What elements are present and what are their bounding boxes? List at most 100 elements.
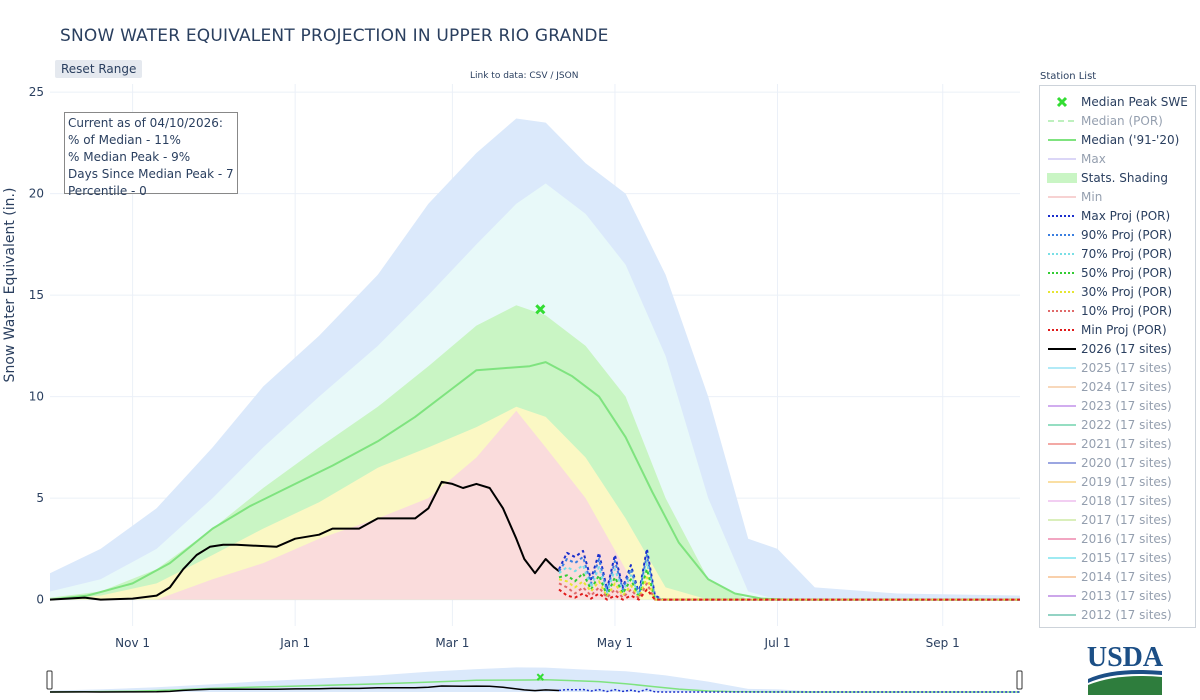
y-tick-label: 20 <box>29 187 44 201</box>
x-tick-label: Mar 1 <box>435 636 469 650</box>
legend-label: 90% Proj (POR) <box>1081 228 1173 242</box>
data-link: Link to data: CSV / JSON <box>470 71 578 81</box>
legend-swatch <box>1048 367 1076 369</box>
slider-right-handle[interactable] <box>1016 670 1023 690</box>
slider-series <box>49 685 560 693</box>
data-link-separator: / <box>547 71 557 81</box>
legend-label: Stats. Shading <box>1081 171 1169 185</box>
legend-swatch <box>1048 196 1076 198</box>
legend-label: 2021 (17 sites) <box>1081 437 1172 451</box>
legend-item[interactable]: Min Proj (POR) <box>1040 321 1195 340</box>
legend-item[interactable]: Median ('91-'20) <box>1040 131 1195 150</box>
json-link[interactable]: JSON <box>556 71 579 81</box>
legend-label: 2016 (17 sites) <box>1081 532 1172 546</box>
legend-swatch <box>1048 139 1076 141</box>
y-tick-label: 10 <box>29 390 44 404</box>
legend-swatch <box>1048 595 1076 597</box>
legend-item[interactable]: 2025 (17 sites) <box>1040 359 1195 378</box>
legend-item[interactable]: 2022 (17 sites) <box>1040 416 1195 435</box>
legend-item[interactable]: 90% Proj (POR) <box>1040 226 1195 245</box>
legend-swatch <box>1048 386 1076 388</box>
data-link-prefix: Link to data: <box>470 71 530 81</box>
legend-label: 2012 (17 sites) <box>1081 608 1172 622</box>
tick-labels: Nov 1 Jan 1 Mar 1 May 1 Jul 1 Sep 1 0 5 10 15 20 25 <box>29 85 960 650</box>
y-tick-label: 15 <box>29 288 44 302</box>
legend-item[interactable]: Max Proj (POR) <box>1040 207 1195 226</box>
legend-swatch <box>1048 329 1076 331</box>
legend-item[interactable]: Median Peak SWE <box>1040 93 1195 112</box>
legend-swatch <box>1056 96 1068 108</box>
stats-percentile: Percentile - 0 <box>68 184 147 198</box>
legend-label: 2014 (17 sites) <box>1081 570 1172 584</box>
csv-link[interactable]: CSV <box>529 71 548 81</box>
legend-item[interactable]: 2020 (17 sites) <box>1040 454 1195 473</box>
legend-item[interactable]: 30% Proj (POR) <box>1040 283 1195 302</box>
legend-swatch <box>1047 173 1077 183</box>
legend-swatch <box>1048 158 1076 160</box>
median-peak-marker <box>535 304 546 315</box>
x-tick-label: Nov 1 <box>115 636 150 650</box>
y-axis-label: Snow Water Equivalent (in.) <box>2 188 18 383</box>
legend-item[interactable]: Stats. Shading <box>1040 169 1195 188</box>
legend-label: 2017 (17 sites) <box>1081 513 1172 527</box>
stats-bands <box>50 118 1020 600</box>
legend-item[interactable]: 2023 (17 sites) <box>1040 397 1195 416</box>
legend-item[interactable]: 2013 (17 sites) <box>1040 587 1195 606</box>
legend-swatch <box>1048 500 1076 502</box>
series-70-proj-por <box>558 562 1020 601</box>
legend-item[interactable]: 2019 (17 sites) <box>1040 473 1195 492</box>
legend-item[interactable]: 70% Proj (POR) <box>1040 245 1195 264</box>
legend-swatch <box>1048 462 1076 464</box>
slider-left-handle[interactable] <box>46 670 53 690</box>
legend-swatch <box>1048 215 1076 217</box>
legend-label: 2013 (17 sites) <box>1081 589 1172 603</box>
legend-item[interactable]: 50% Proj (POR) <box>1040 264 1195 283</box>
legend-swatch <box>1048 614 1076 616</box>
legend-item[interactable]: 2014 (17 sites) <box>1040 568 1195 587</box>
legend-item[interactable]: 2021 (17 sites) <box>1040 435 1195 454</box>
legend-item[interactable]: 10% Proj (POR) <box>1040 302 1195 321</box>
legend-item[interactable]: 2026 (17 sites) <box>1040 340 1195 359</box>
legend-swatch <box>1048 120 1076 122</box>
legend-label: 2023 (17 sites) <box>1081 399 1172 413</box>
x-tick-label: Jan 1 <box>279 636 310 650</box>
legend-label: Median (POR) <box>1081 114 1163 128</box>
reset-range-button[interactable]: Reset Range <box>55 60 143 78</box>
legend-item[interactable]: 2018 (17 sites) <box>1040 492 1195 511</box>
legend-label: 2019 (17 sites) <box>1081 475 1172 489</box>
legend-swatch <box>1048 538 1076 540</box>
usda-logo: USDA <box>1087 642 1164 695</box>
legend-item[interactable]: Min <box>1040 188 1195 207</box>
range-slider[interactable] <box>46 667 1023 693</box>
legend-item[interactable]: 2012 (17 sites) <box>1040 606 1195 625</box>
legend: Median Peak SWE Median (POR) Median ('91-'… <box>1039 85 1196 628</box>
legend-item[interactable]: 2024 (17 sites) <box>1040 378 1195 397</box>
legend-item[interactable]: 2017 (17 sites) <box>1040 511 1195 530</box>
legend-label: 2018 (17 sites) <box>1081 494 1172 508</box>
legend-label: 10% Proj (POR) <box>1081 304 1173 318</box>
legend-label: Min Proj (POR) <box>1081 323 1167 337</box>
legend-swatch <box>1048 424 1076 426</box>
legend-item[interactable]: Median (POR) <box>1040 112 1195 131</box>
series-30-proj-por <box>558 576 1020 601</box>
stats-pct-median: % of Median - 11% <box>68 133 181 147</box>
stats-days-since-peak: Days Since Median Peak - 7 <box>68 167 234 181</box>
legend-swatch <box>1048 519 1076 521</box>
legend-label: 2015 (17 sites) <box>1081 551 1172 565</box>
legend-item[interactable]: 2015 (17 sites) <box>1040 549 1195 568</box>
legend-swatch <box>1048 348 1076 350</box>
legend-swatch <box>1048 234 1076 236</box>
stats-pct-median-peak: % Median Peak - 9% <box>68 150 191 164</box>
legend-label: Median Peak SWE <box>1081 95 1188 109</box>
series-median-91-20 <box>49 361 1020 601</box>
legend-item[interactable]: 2016 (17 sites) <box>1040 530 1195 549</box>
legend-item[interactable]: Max <box>1040 150 1195 169</box>
legend-swatch <box>1048 291 1076 293</box>
legend-label: Max <box>1081 152 1106 166</box>
x-tick-label: Jul 1 <box>764 636 791 650</box>
legend-label: 2025 (17 sites) <box>1081 361 1172 375</box>
legend-swatch <box>1048 405 1076 407</box>
legend-swatch <box>1048 443 1076 445</box>
page-title: SNOW WATER EQUIVALENT PROJECTION IN UPPE… <box>60 26 609 46</box>
